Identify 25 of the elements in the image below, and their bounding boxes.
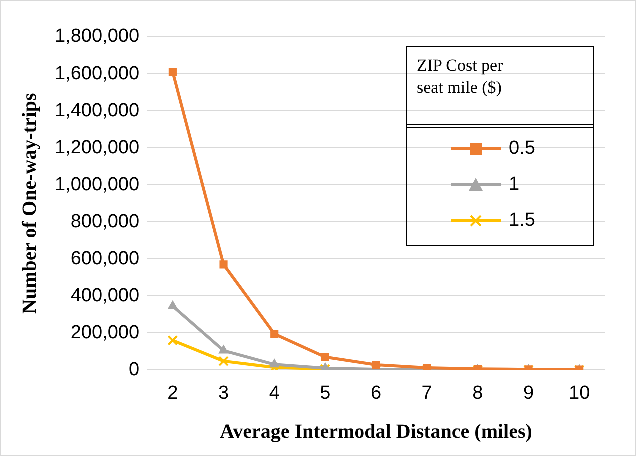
y-tick-label: 200,000 <box>70 322 140 344</box>
x-tick-label: 5 <box>320 382 331 404</box>
x-tick-label: 3 <box>218 382 230 404</box>
x-tick-label: 10 <box>569 382 590 404</box>
y-axis-title: Number of One-way-trips <box>19 93 42 314</box>
x-axis-title: Average Intermodal Distance (miles) <box>220 421 532 444</box>
x-tick-label: 8 <box>472 382 484 404</box>
legend-label: 1 <box>509 174 520 196</box>
x-tick-label: 9 <box>523 382 534 404</box>
y-tick-label: 1,400,000 <box>54 100 140 122</box>
y-tick-label: 400,000 <box>70 285 140 306</box>
legend-label: 0.5 <box>509 138 536 160</box>
y-tick-label: 800,000 <box>70 211 140 232</box>
y-tick-label: 1,000,000 <box>54 174 140 196</box>
y-tick-label: 1,800,000 <box>54 26 140 48</box>
y-tick-label: 1,200,000 <box>54 137 140 158</box>
x-tick-label: 7 <box>422 382 432 404</box>
legend-title: ZIP Cost per seat mile ($) <box>406 46 594 128</box>
x-tick-label: 2 <box>168 382 178 404</box>
x-tick-label: 4 <box>269 382 280 404</box>
legend-label: 1.5 <box>509 210 536 232</box>
y-tick-label: 1,600,000 <box>54 63 140 84</box>
x-tick-label: 6 <box>370 382 382 404</box>
y-tick-label: 600,000 <box>70 248 140 270</box>
y-tick-label: 0 <box>128 359 140 380</box>
